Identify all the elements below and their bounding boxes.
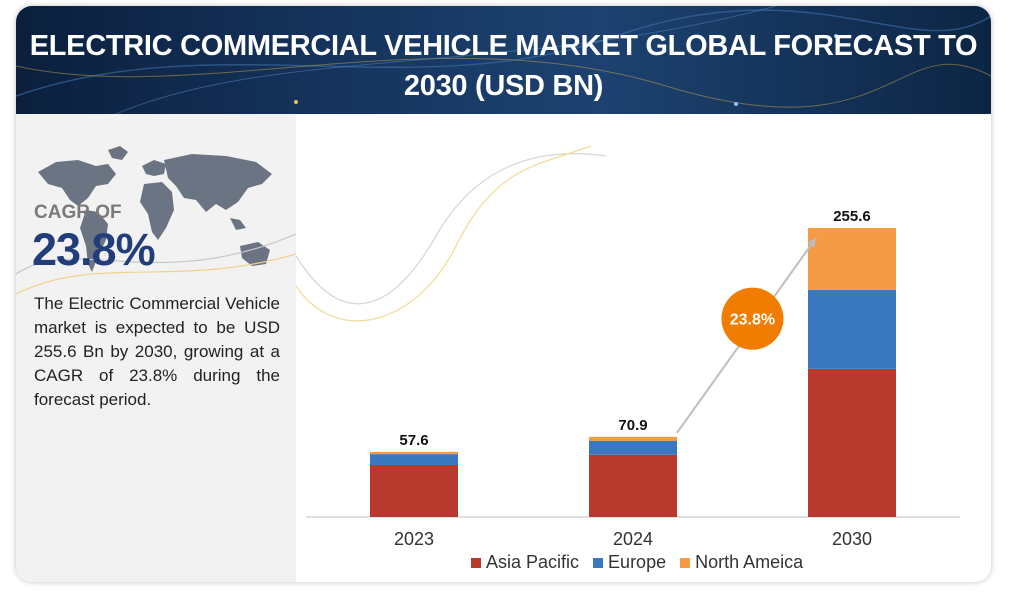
infographic-card: ELECTRIC COMMERCIAL VEHICLE MARKET GLOBA… bbox=[16, 6, 991, 582]
bar-segment-north-ameica-2024 bbox=[589, 436, 677, 441]
bars-group bbox=[370, 228, 896, 517]
cagr-bubble-label: 23.8% bbox=[730, 312, 775, 329]
total-label-2030: 255.6 bbox=[833, 208, 871, 225]
total-label-2024: 70.9 bbox=[618, 417, 647, 434]
bar-segment-asia-pacific-2030 bbox=[808, 368, 896, 517]
page-title: ELECTRIC COMMERCIAL VEHICLE MARKET GLOBA… bbox=[16, 26, 991, 106]
total-labels-group: 57.6 70.9 255.6 bbox=[399, 208, 870, 449]
chart-legend: Asia Pacific Europe North Ameica bbox=[471, 552, 803, 573]
legend-swatch bbox=[593, 557, 604, 568]
legend-label: Europe bbox=[608, 552, 667, 572]
title-line-2: 2030 (USD BN) bbox=[403, 70, 604, 102]
left-panel bbox=[16, 114, 296, 582]
title-line-1: ELECTRIC COMMERCIAL VEHICLE MARKET GLOBA… bbox=[29, 30, 978, 62]
legend-label: North Ameica bbox=[695, 552, 804, 572]
legend-item-europe: Europe bbox=[593, 552, 666, 573]
x-tick-label-2023: 2023 bbox=[394, 529, 434, 549]
x-tick-label-2024: 2024 bbox=[613, 529, 653, 549]
bar-segment-europe-2030 bbox=[808, 289, 896, 369]
cagr-value: 23.8% bbox=[32, 224, 156, 275]
title-banner: ELECTRIC COMMERCIAL VEHICLE MARKET GLOBA… bbox=[16, 6, 991, 114]
bar-segment-asia-pacific-2024 bbox=[589, 454, 677, 517]
world-map-icon bbox=[16, 146, 296, 294]
legend-label: Asia Pacific bbox=[486, 552, 580, 572]
growth-arrow-head bbox=[807, 238, 816, 248]
cagr-label: CAGR OF bbox=[34, 202, 122, 223]
legend-item-north-ameica: North Ameica bbox=[680, 552, 803, 573]
x-tick-labels: 2023 2024 2030 bbox=[394, 529, 872, 549]
total-label-2023: 57.6 bbox=[399, 432, 428, 449]
bar-segment-europe-2024 bbox=[589, 440, 677, 455]
bar-segment-asia-pacific-2023 bbox=[370, 464, 458, 517]
legend-swatch bbox=[471, 557, 481, 568]
x-tick-label-2030: 2030 bbox=[832, 529, 872, 549]
bar-segment-north-ameica-2023 bbox=[370, 451, 458, 455]
cagr-annotation: 23.8% bbox=[676, 237, 817, 434]
cagr-bubble bbox=[721, 287, 784, 350]
bar-segment-europe-2023 bbox=[370, 454, 458, 465]
bar-segment-north-ameica-2030 bbox=[808, 228, 896, 290]
legend-swatch bbox=[680, 557, 691, 568]
stacked-bar-chart: 57.6 70.9 255.6 2023 2024 2030 23.8% bbox=[295, 145, 960, 549]
decorative-swoosh-gray bbox=[295, 152, 607, 305]
banner-decoration bbox=[16, 6, 991, 114]
market-description: The Electric Commercial Vehicle market i… bbox=[34, 294, 280, 409]
decorative-swoosh-gold bbox=[295, 145, 592, 322]
legend-item-asia-pacific: Asia Pacific bbox=[471, 552, 579, 573]
